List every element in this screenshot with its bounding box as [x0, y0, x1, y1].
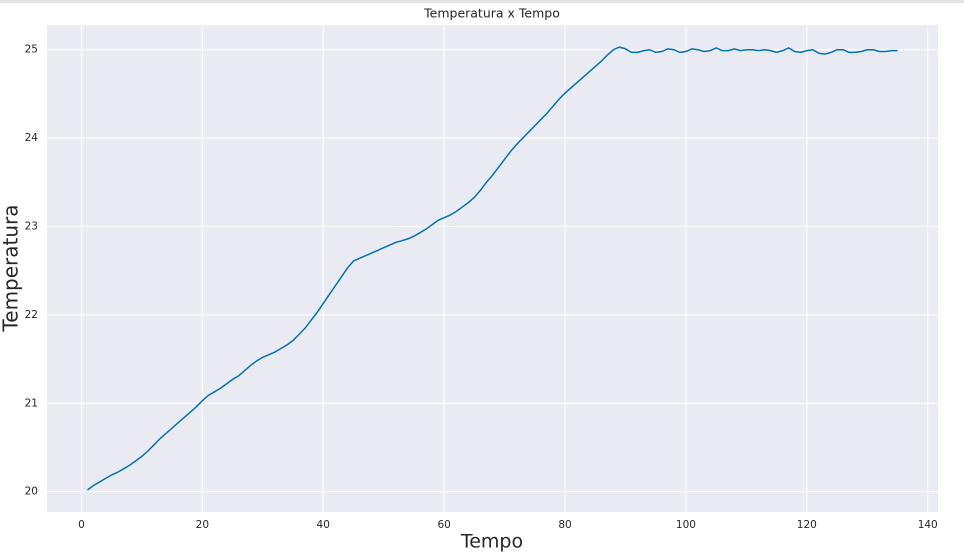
x-tick-label: 100 — [676, 519, 696, 531]
chart-title: Temperatura x Tempo — [423, 6, 560, 21]
x-axis-label: Tempo — [460, 531, 523, 553]
x-tick-label: 40 — [317, 519, 330, 531]
y-tick-label: 21 — [25, 397, 38, 409]
y-tick-label: 24 — [25, 132, 39, 144]
top-edge — [0, 0, 964, 3]
plot-area — [47, 25, 938, 512]
y-tick-label: 25 — [25, 44, 38, 56]
y-axis-label: Temperatura — [0, 204, 23, 332]
x-tick-label: 140 — [918, 519, 938, 531]
x-tick-label: 80 — [558, 519, 571, 531]
x-tick-label: 60 — [437, 519, 450, 531]
data-line — [87, 46, 898, 491]
y-tick-label: 22 — [25, 309, 38, 321]
x-tick-label: 20 — [196, 519, 209, 531]
y-tick-label: 20 — [25, 486, 38, 498]
x-tick-label: 0 — [78, 519, 85, 531]
y-tick-label: 23 — [25, 221, 38, 233]
x-tick-label: 120 — [797, 519, 817, 531]
